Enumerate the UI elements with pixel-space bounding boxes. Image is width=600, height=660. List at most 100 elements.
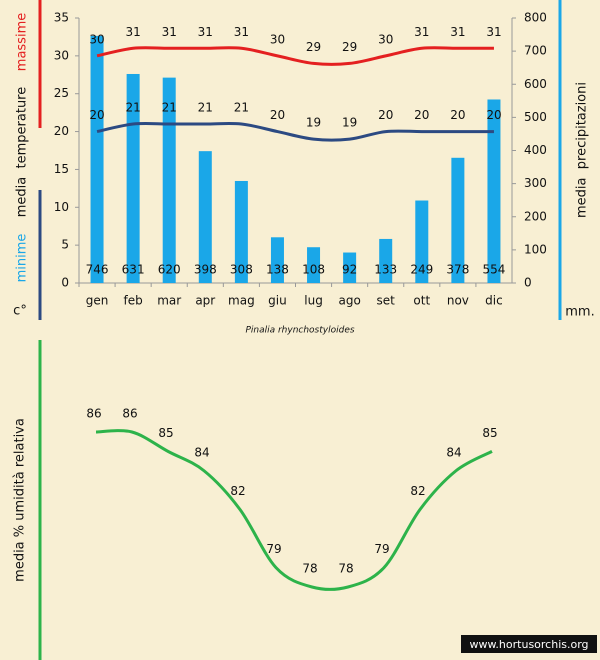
x-tick-label: set	[377, 294, 396, 308]
line-label: 29	[306, 40, 321, 54]
watermark-box	[461, 635, 597, 653]
bar-label: 620	[158, 263, 181, 277]
line-label: 79	[266, 542, 281, 556]
line-label: 20	[414, 108, 429, 122]
line-label: 29	[342, 40, 357, 54]
y-tick-label: 35	[54, 11, 69, 25]
y-tick-label: 15	[54, 162, 69, 176]
line-label: 84	[446, 445, 461, 459]
x-tick-label: lug	[304, 294, 323, 308]
line-label: 20	[89, 108, 104, 122]
line-label: 31	[234, 25, 249, 39]
x-tick-label: gen	[86, 294, 109, 308]
bar-label: 398	[194, 263, 217, 277]
watermark: www.hortusorchis.org	[469, 638, 588, 651]
bar	[162, 77, 176, 283]
right-unit: mm.	[565, 305, 594, 320]
line-label: 86	[122, 407, 137, 421]
y-tick-label: 5	[61, 238, 69, 252]
bar	[343, 252, 357, 283]
line-label: 20	[450, 108, 465, 122]
bar	[451, 157, 465, 283]
y2-tick-label: 800	[524, 11, 547, 25]
bar	[415, 200, 429, 283]
x-tick-label: apr	[195, 294, 215, 308]
line-label: 31	[162, 25, 177, 39]
bar-label: 92	[342, 263, 357, 277]
x-tick-label: ott	[413, 294, 430, 308]
y2-tick-label: 0	[524, 276, 532, 290]
line-label: 79	[374, 542, 389, 556]
bar-label: 378	[446, 263, 469, 277]
line-label: 30	[89, 32, 104, 46]
bar	[307, 247, 321, 283]
bar-label: 133	[374, 263, 397, 277]
y2-tick-label: 200	[524, 209, 547, 223]
line-label: 21	[125, 101, 140, 115]
left-unit: c°	[13, 304, 27, 319]
x-tick-label: dic	[485, 294, 503, 308]
line-label: 82	[410, 484, 425, 498]
left-label-bottom: minime	[15, 234, 30, 283]
caption: Pinalia rhynchostyloides	[245, 326, 354, 336]
bar	[234, 180, 248, 283]
line-label: 31	[450, 25, 465, 39]
line-label: 85	[482, 426, 497, 440]
bar-label: 746	[86, 263, 109, 277]
line-label: 20	[378, 108, 393, 122]
x-tick-label: mag	[228, 294, 255, 308]
line-label: 31	[125, 25, 140, 39]
bar-label: 249	[410, 263, 433, 277]
line-label: 21	[162, 101, 177, 115]
x-tick-label: feb	[124, 294, 143, 308]
y2-tick-label: 500	[524, 110, 547, 124]
x-tick-label: nov	[447, 294, 469, 308]
line-label: 21	[198, 101, 213, 115]
bar	[126, 73, 140, 283]
line-label: 30	[378, 32, 393, 46]
line-label: 85	[158, 426, 173, 440]
line	[96, 121, 494, 142]
y2-tick-label: 600	[524, 77, 547, 91]
line-label: 19	[342, 116, 357, 130]
line-label: 30	[270, 32, 285, 46]
y-tick-label: 20	[54, 124, 69, 138]
right-label: media precipitazioni	[575, 82, 590, 218]
line-label: 86	[86, 407, 101, 421]
x-tick-label: giu	[268, 294, 287, 308]
y2-tick-label: 400	[524, 143, 547, 157]
line-label: 21	[234, 101, 249, 115]
y-tick-label: 30	[54, 48, 69, 62]
y2-tick-label: 700	[524, 44, 547, 58]
y-tick-label: 10	[54, 200, 69, 214]
line-label: 84	[194, 445, 209, 459]
line	[96, 46, 494, 66]
line-label: 78	[338, 562, 353, 576]
line-label: 82	[230, 484, 245, 498]
bar-label: 138	[266, 263, 289, 277]
x-tick-label: ago	[338, 294, 360, 308]
left-label-middle: media temperature	[15, 87, 30, 217]
left-label-top: massime	[15, 13, 30, 71]
y-tick-label: 0	[61, 276, 69, 290]
x-tick-label: mar	[157, 294, 181, 308]
line	[95, 429, 493, 591]
bar-label: 308	[230, 263, 253, 277]
line-label: 20	[270, 108, 285, 122]
line-label: 31	[414, 25, 429, 39]
line-label: 20	[486, 108, 501, 122]
bar	[198, 151, 212, 283]
bar	[379, 238, 393, 283]
bar	[270, 237, 284, 283]
humidity-label: media % umidità relativa	[13, 418, 28, 582]
bar	[90, 35, 104, 284]
line-label: 78	[302, 562, 317, 576]
line-label: 19	[306, 116, 321, 130]
bar-label: 554	[483, 263, 506, 277]
line-label: 31	[486, 25, 501, 39]
y2-tick-label: 100	[524, 242, 547, 256]
bar-label: 631	[122, 263, 145, 277]
y2-tick-label: 300	[524, 176, 547, 190]
y-tick-label: 25	[54, 86, 69, 100]
